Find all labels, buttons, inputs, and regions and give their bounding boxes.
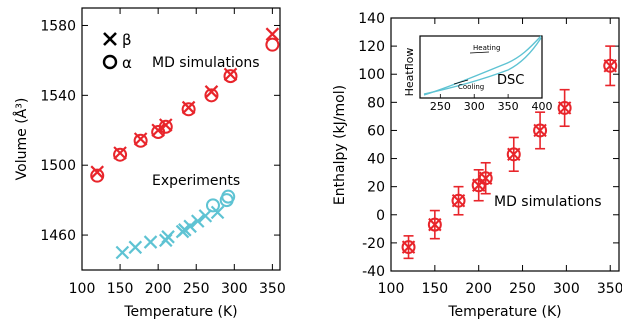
point-alpha <box>133 133 148 148</box>
x-tick-label: 200 <box>465 281 492 297</box>
inset-x-tick-label: 300 <box>464 100 485 113</box>
x-tick-label: 100 <box>378 281 405 297</box>
x-tick-label: 150 <box>421 281 448 297</box>
point-beta <box>183 219 197 234</box>
point-enthalpy <box>557 88 572 128</box>
y-tick-label: -40 <box>362 264 385 280</box>
point-beta <box>265 27 280 41</box>
x-tick-label: 350 <box>259 281 286 297</box>
inset-x-tick-label: 250 <box>430 100 451 113</box>
legend-beta-marker <box>103 32 117 46</box>
x-tick-label: 300 <box>553 281 580 297</box>
x-tick-label: 250 <box>183 281 210 297</box>
dsc-cooling-label: Cooling <box>458 83 484 91</box>
dsc-heatflow-label: Heatflow <box>403 48 416 97</box>
y-tick-label: 40 <box>367 152 385 168</box>
point-beta <box>198 209 213 223</box>
x-tick-label: 200 <box>145 281 172 297</box>
x-tick-label: 100 <box>69 281 96 297</box>
volume-plot-frame <box>81 7 281 271</box>
dsc-heating-arrow <box>469 51 490 54</box>
enthalpy-y-axis-label: Enthalpy (kJ/mol) <box>332 85 348 205</box>
point-beta <box>143 235 158 249</box>
point-enthalpy <box>506 136 521 173</box>
dsc-cooling-curve <box>423 37 542 95</box>
enthalpy-axis-ticks: 100 150 200 250 300 350 -40 -20 0 20 40 60 80 100 120 1… <box>358 11 622 297</box>
x-tick-label: 350 <box>597 281 622 297</box>
point-alpha <box>221 189 236 204</box>
volume-y-axis-label: Volume (Å³) <box>13 98 30 181</box>
y-tick-label: 20 <box>367 180 385 196</box>
dsc-heating-curve <box>423 35 542 96</box>
enthalpy-x-axis-label: Temperature (K) <box>447 304 561 320</box>
y-tick-label: -20 <box>362 236 385 252</box>
point-enthalpy <box>401 235 416 260</box>
point-beta <box>133 132 148 146</box>
y-tick-label: 1540 <box>40 88 76 104</box>
point-beta <box>204 85 219 99</box>
point-alpha <box>205 198 220 213</box>
point-alpha <box>181 102 196 117</box>
point-beta <box>223 67 238 82</box>
x-tick-label: 250 <box>509 281 536 297</box>
point-beta <box>190 214 205 228</box>
point-beta <box>115 245 130 260</box>
point-enthalpy <box>603 45 618 87</box>
dsc-label: DSC <box>497 73 524 88</box>
point-beta <box>113 146 127 160</box>
point-beta <box>158 118 173 132</box>
volume-axis-ticks: 100 150 200 250 300 350 1460 1500 1540 1580 <box>40 8 286 297</box>
point-enthalpy <box>478 161 493 195</box>
enthalpy-chart: 100 150 200 250 300 350 -40 -20 0 20 40 60 80 100 120 1… <box>332 11 622 320</box>
point-beta <box>181 100 196 115</box>
dsc-inset-frame <box>419 35 543 99</box>
point-alpha <box>265 37 280 52</box>
enthalpy-plot-frame <box>390 17 620 272</box>
experiments-annotation: Experiments <box>152 173 240 189</box>
y-tick-label: 80 <box>367 95 385 111</box>
y-tick-label: 1580 <box>40 18 76 34</box>
y-tick-label: 60 <box>367 123 385 139</box>
enthalpy-data-marks <box>401 45 618 260</box>
dsc-cooling-arrow <box>453 79 469 85</box>
volume-chart: 100 150 200 250 300 350 1460 1500 1540 1580 Tempe… <box>13 7 286 320</box>
point-alpha <box>204 88 219 103</box>
y-tick-label: 100 <box>358 67 385 83</box>
point-beta <box>128 240 143 255</box>
y-tick-label: 0 <box>376 208 385 224</box>
volume-x-axis-label: Temperature (K) <box>123 304 237 320</box>
point-beta <box>161 230 175 244</box>
point-alpha <box>158 119 173 134</box>
point-enthalpy <box>451 185 466 216</box>
y-tick-label: 120 <box>358 39 385 55</box>
md-simulations-annotation-volume: MD simulations <box>152 55 260 71</box>
volume-legend: β α <box>102 31 132 72</box>
legend-alpha-label: α <box>122 54 132 72</box>
point-alpha <box>113 147 128 162</box>
dsc-inset-ticks: 250 300 350 400 <box>430 94 553 113</box>
point-beta <box>90 165 105 179</box>
point-enthalpy <box>533 111 548 150</box>
legend-beta-label: β <box>122 31 132 49</box>
point-alpha <box>223 69 238 84</box>
inset-x-tick-label: 400 <box>532 100 553 113</box>
x-tick-label: 150 <box>107 281 134 297</box>
volume-data-marks <box>90 27 280 260</box>
dsc-heating-label: Heating <box>473 44 500 52</box>
y-tick-label: 140 <box>358 11 385 27</box>
y-tick-label: 1500 <box>40 158 76 174</box>
dsc-inset: 250 300 350 400 Heating Cooling DSC Heatflo… <box>403 35 553 113</box>
point-beta <box>151 123 165 138</box>
legend-alpha-marker <box>102 54 118 70</box>
point-enthalpy <box>427 209 442 240</box>
point-beta <box>210 205 225 220</box>
y-tick-label: 1460 <box>40 228 76 244</box>
point-alpha <box>90 168 105 183</box>
inset-x-tick-label: 350 <box>498 100 519 113</box>
x-tick-label: 300 <box>221 281 248 297</box>
point-enthalpy <box>471 169 486 202</box>
md-simulations-annotation-enthalpy: MD simulations <box>494 194 602 210</box>
